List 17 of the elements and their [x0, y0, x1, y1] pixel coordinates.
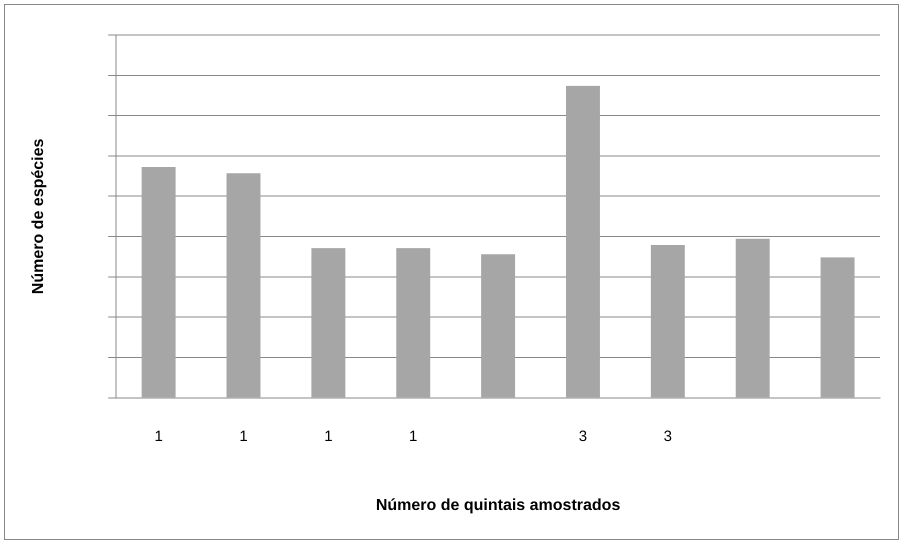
x-tick-label: 3: [664, 428, 672, 445]
x-axis-title: Número de quintais amostrados: [376, 496, 620, 514]
x-tick-label: 1: [409, 428, 418, 445]
bar: [650, 244, 685, 398]
bar: [142, 166, 176, 398]
bar: [396, 248, 430, 398]
x-tick-label: 1: [154, 428, 163, 445]
bar: [226, 173, 260, 398]
bar: [820, 257, 855, 398]
bar: [481, 254, 516, 398]
x-tick-label: 1: [239, 428, 248, 445]
x-tick-label: 3: [578, 428, 588, 445]
bar: [566, 86, 600, 398]
y-axis-title: Número de espécies: [30, 138, 48, 294]
bar: [311, 248, 346, 398]
x-tick-label: 1: [324, 428, 333, 445]
bar: [736, 238, 770, 398]
